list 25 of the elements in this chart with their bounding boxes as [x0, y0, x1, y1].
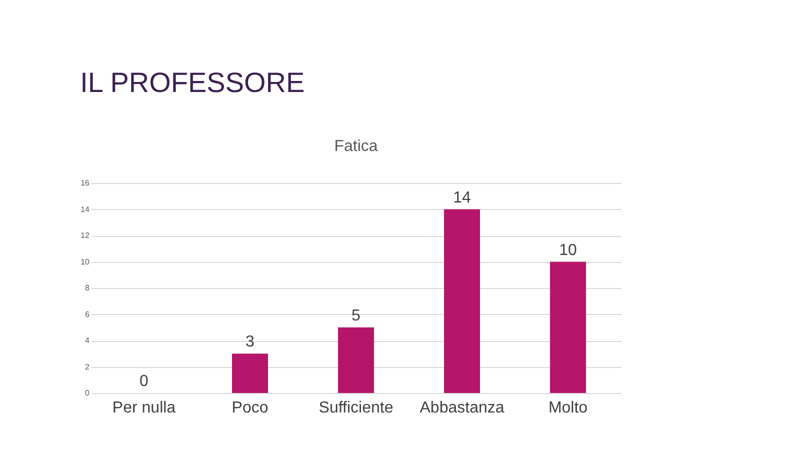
data-label: 14	[453, 189, 471, 206]
y-tick-label: 14	[80, 204, 90, 214]
bar	[550, 262, 586, 393]
x-tick-label: Molto	[548, 400, 588, 416]
x-tick-label: Abbastanza	[420, 400, 504, 416]
y-tick-label: 10	[80, 257, 90, 266]
x-tick-label: Sufficiente	[318, 400, 394, 416]
y-tick-label: 4	[85, 336, 90, 345]
data-label: 10	[559, 242, 577, 259]
y-tick-label: 16	[80, 178, 90, 188]
chart-subtitle: Fatica	[334, 138, 378, 155]
y-tick-label: 6	[85, 310, 90, 319]
bar	[232, 354, 268, 393]
chart-title: IL PROFESSORE	[80, 67, 305, 98]
bar	[338, 327, 374, 393]
y-tick-label: 8	[85, 284, 90, 292]
y-tick-label: 0	[85, 388, 90, 398]
bar	[444, 209, 480, 393]
x-tick-label: Poco	[232, 400, 268, 416]
y-tick-label: 12	[80, 231, 90, 240]
data-label: 0	[140, 373, 149, 390]
data-label: 3	[246, 334, 255, 351]
data-label: 5	[352, 307, 361, 324]
x-tick-label: Per nulla	[112, 400, 176, 416]
y-tick-label: 2	[85, 362, 90, 372]
